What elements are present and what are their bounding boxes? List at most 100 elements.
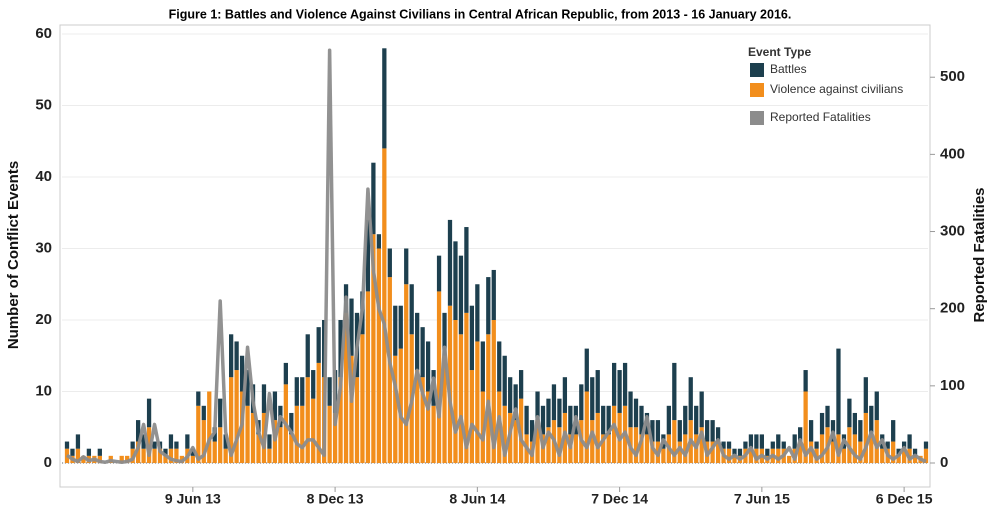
bar-segment — [819, 434, 825, 463]
bar-segment — [497, 341, 502, 392]
bar-segment — [442, 312, 447, 356]
bar-segment — [923, 441, 929, 449]
bar-segment — [146, 427, 152, 463]
bar-segment — [847, 398, 852, 428]
bar-segment — [737, 448, 743, 456]
bar-segment — [398, 305, 403, 349]
bar-segment — [327, 405, 332, 463]
bar-segment — [453, 241, 458, 320]
bar-segment — [398, 348, 403, 463]
bar-segment — [721, 441, 726, 449]
bar-segment — [672, 362, 677, 421]
x-tick-label: 7 Jun 15 — [734, 491, 790, 507]
bar-segment — [245, 370, 250, 406]
bar-segment — [267, 434, 272, 449]
bar-segment — [75, 434, 81, 449]
bar-segment — [617, 370, 622, 413]
bar-segment — [97, 448, 102, 456]
bar-segment — [316, 327, 321, 363]
bar-segment — [798, 427, 803, 442]
bar-segment — [546, 398, 551, 428]
bar-segment — [447, 219, 453, 306]
x-tick-label: 8 Dec 13 — [307, 491, 364, 507]
bar-segment — [223, 448, 228, 463]
bar-segment — [283, 362, 288, 385]
bar-segment — [212, 441, 217, 463]
y-axis-label: Number of Conflict Events — [5, 161, 22, 349]
bar-segment — [808, 441, 814, 463]
bar-segment — [469, 370, 475, 463]
y2-tick-label: 100 — [940, 377, 965, 394]
y-tick-label: 50 — [35, 96, 52, 113]
bar-segment — [250, 412, 256, 463]
bar-segment — [289, 412, 294, 435]
bar-segment — [781, 441, 786, 449]
bar-segment — [245, 405, 250, 463]
bar-segment — [540, 405, 546, 435]
bar-segment — [382, 148, 387, 463]
bar-segment — [311, 370, 316, 399]
y2-tick-label: 400 — [940, 145, 965, 162]
bar-segment — [349, 298, 354, 356]
bar-segment — [683, 434, 688, 463]
bar-segment — [125, 455, 130, 463]
bar-segment — [201, 420, 206, 463]
bar-segment — [633, 398, 639, 428]
bar-segment — [524, 405, 529, 435]
legend-label: Battles — [770, 62, 807, 76]
bar-segment — [748, 434, 754, 449]
bar-segment — [190, 448, 195, 456]
bar-segment — [393, 305, 398, 356]
bar-segment — [825, 405, 830, 428]
bar-segment — [223, 434, 228, 449]
y2-tick-label: 0 — [940, 454, 948, 471]
bar-segment — [508, 377, 513, 413]
bar-segment — [75, 448, 81, 463]
bar-segment — [726, 441, 732, 449]
bar-segment — [453, 320, 458, 463]
bar-segment — [218, 427, 223, 463]
bar-segment — [141, 434, 146, 449]
bar-segment — [415, 370, 420, 463]
bar-segment — [584, 348, 589, 392]
bar-segment — [732, 448, 737, 456]
bar-segment — [239, 355, 245, 392]
bar-segment — [595, 412, 600, 463]
bar-segment — [163, 448, 168, 456]
bar-segment — [710, 441, 715, 463]
bar-segment — [830, 441, 836, 463]
bar-segment — [458, 255, 464, 335]
bar-segment — [901, 448, 907, 463]
x-tick-label: 8 Jun 14 — [449, 491, 505, 507]
bar-segment — [874, 420, 879, 463]
bar-segment — [404, 248, 409, 285]
bar-segment — [475, 284, 480, 342]
x-tick-label: 9 Jun 13 — [165, 491, 221, 507]
bar-segment — [803, 391, 808, 463]
bar-segment — [415, 312, 420, 371]
bar-segment — [513, 420, 518, 463]
bar-segment — [912, 455, 918, 463]
bar-segment — [672, 420, 677, 463]
bar-segment — [365, 291, 371, 463]
line-series — [65, 48, 927, 464]
bar-segment — [436, 291, 442, 463]
bar-segment — [776, 434, 781, 449]
bar-segment — [502, 405, 507, 463]
bar-segment — [229, 334, 234, 378]
x-tick-label: 7 Dec 14 — [591, 491, 648, 507]
bar-segment — [278, 427, 283, 463]
bar-segment — [601, 434, 606, 463]
bar-segment — [798, 441, 803, 463]
bar-segment — [464, 227, 469, 313]
bar-segment — [316, 362, 321, 463]
y-tick-label: 30 — [35, 239, 52, 256]
bar-segment — [814, 441, 819, 449]
bar-segment — [360, 334, 365, 463]
bar-segment — [168, 448, 174, 463]
bar-segment — [841, 448, 847, 463]
bar-segment — [81, 455, 86, 463]
legend-swatch — [750, 83, 764, 97]
bar-segment — [699, 391, 704, 428]
